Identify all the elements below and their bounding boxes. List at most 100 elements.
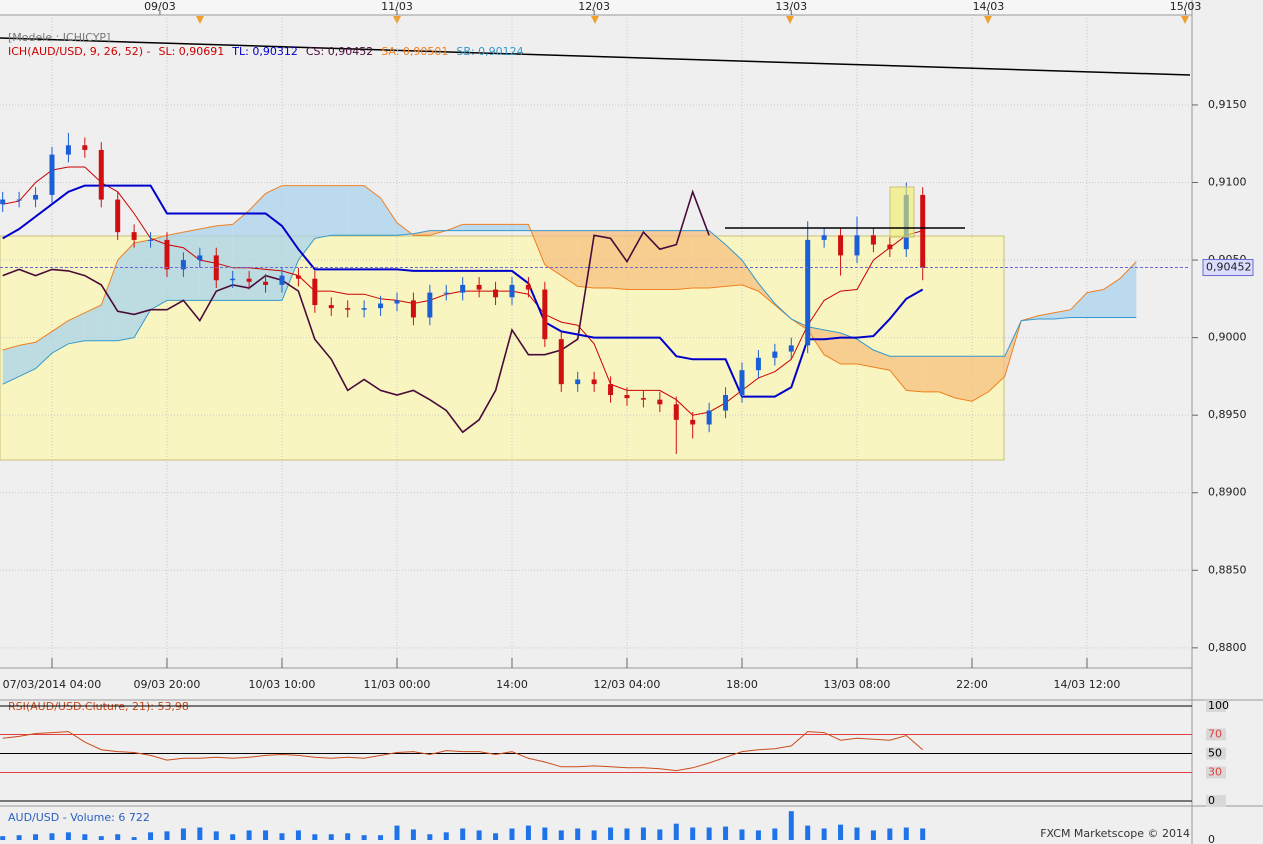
volume-bar <box>33 834 39 840</box>
candle-body <box>49 154 55 195</box>
cloud-segment <box>150 235 167 310</box>
cloud-segment <box>216 224 233 301</box>
indicator-part: SL: 0,90691 <box>158 45 224 58</box>
event-marker <box>1181 16 1189 24</box>
candle-body <box>148 239 154 241</box>
candle-body <box>755 357 761 371</box>
y-tick-label: 0,8800 <box>1208 641 1247 654</box>
candle-body <box>443 292 449 294</box>
x-tick-label: 09/03 20:00 <box>134 678 201 691</box>
volume-bar <box>723 826 729 840</box>
cloud-segment <box>35 331 52 369</box>
cloud-segment <box>1119 261 1137 318</box>
x-tick-label: 18:00 <box>726 678 758 691</box>
indicator-part: TL: 0,90312 <box>231 45 298 58</box>
cloud-segment <box>298 185 315 261</box>
volume-bar <box>410 829 416 840</box>
y-tick-box <box>1206 766 1226 779</box>
x-tick-label: 14:00 <box>496 678 528 691</box>
cloud-segment <box>594 230 611 288</box>
top-x-tick-label: 13/03 <box>775 0 807 13</box>
candle-body <box>542 289 548 340</box>
cloud-segment <box>19 342 36 377</box>
volume-bar <box>246 830 252 840</box>
x-tick-label: 07/03/2014 04:00 <box>3 678 102 691</box>
cloud-segment <box>988 356 1005 392</box>
cloud-segment <box>512 224 529 231</box>
candle-body <box>624 395 630 399</box>
last-price-box <box>1202 259 1254 277</box>
candle-body <box>98 149 104 200</box>
volume-bar <box>443 832 449 840</box>
candle-body <box>394 300 400 304</box>
candle-body <box>115 199 121 233</box>
candle-body <box>805 239 811 346</box>
volume-bar <box>509 828 515 840</box>
cloud-segment <box>709 230 726 288</box>
x-tick-label: 22:00 <box>956 678 988 691</box>
cloud-segment <box>1087 289 1104 318</box>
candle-body <box>82 145 88 150</box>
trend-line <box>0 37 1191 76</box>
candle-body <box>575 379 581 385</box>
volume-bar <box>230 834 236 840</box>
top-x-tick-label: 12/03 <box>578 0 610 13</box>
cloud-segment <box>1070 292 1087 318</box>
rsi-line <box>2 731 924 772</box>
cloud-segment <box>68 312 85 344</box>
candle-body <box>525 284 531 290</box>
y-tick-label: 0,9150 <box>1208 98 1247 111</box>
volume-bar <box>394 825 400 840</box>
volume-bar <box>624 828 630 840</box>
footer: FXCM Marketscope © 2014 <box>1040 827 1190 840</box>
candle-body <box>378 303 384 309</box>
candle-body <box>180 260 186 270</box>
volume-bar <box>558 830 564 840</box>
cloud-segment <box>659 230 677 290</box>
volume-bar <box>115 834 121 840</box>
cloud-segment <box>101 260 118 341</box>
candle-body <box>591 379 597 385</box>
indicator-part: CS: 0,90452 <box>306 45 373 58</box>
indicator-line <box>2 184 924 398</box>
cloud-segment <box>561 230 578 287</box>
highlight-box <box>889 186 915 238</box>
candle-body <box>558 339 564 385</box>
cloud-segment <box>265 185 282 301</box>
volume-bar <box>148 832 154 840</box>
y-tick-label: 70 <box>1208 728 1222 741</box>
top-axis-strip <box>0 0 1192 15</box>
volume-bar <box>0 836 6 840</box>
cloud-segment <box>922 356 940 392</box>
volume-bar <box>180 828 186 840</box>
candle-body <box>230 278 236 281</box>
cloud-segment <box>577 230 595 288</box>
volume-bar <box>772 828 778 840</box>
volume-bar <box>493 833 499 840</box>
x-tick-label: 10/03 10:00 <box>249 678 316 691</box>
volume-bar <box>279 833 285 840</box>
volume-bar <box>164 831 170 840</box>
indicator-line <box>2 189 710 434</box>
cloud-segment <box>627 230 644 290</box>
candle-body <box>197 255 203 261</box>
candle-body <box>723 395 729 411</box>
top-x-tick-label: 15/03 <box>1170 0 1202 13</box>
cloud-segment <box>479 224 496 231</box>
indicator-line <box>2 230 1137 385</box>
candle-body <box>657 399 663 405</box>
cloud-segment <box>955 356 972 402</box>
x-tick-label: 14/03 12:00 <box>1054 678 1121 691</box>
cloud-segment <box>906 356 923 392</box>
y-tick-label: 0,8850 <box>1208 563 1247 576</box>
y-tick-label: 0 <box>1208 794 1215 807</box>
volume-bar <box>65 832 71 840</box>
candle-body <box>493 289 499 298</box>
top-x-tick-label: 11/03 <box>381 0 413 13</box>
y-tick-box <box>1206 700 1226 712</box>
cloud-segment <box>232 210 250 301</box>
volume-bar <box>378 835 384 840</box>
cloud-segment <box>331 185 348 236</box>
